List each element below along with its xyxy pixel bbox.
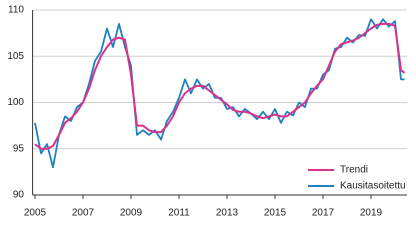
x-tick-label: 2013: [216, 208, 239, 219]
x-tick-label: 2019: [360, 208, 383, 219]
x-tick-label: 2011: [168, 208, 190, 219]
x-tick-label: 2007: [72, 208, 95, 219]
y-tick-label: 100: [7, 97, 24, 108]
y-tick-label: 95: [13, 143, 25, 154]
x-tick-label: 2017: [312, 208, 335, 219]
legend-label: Kausitasoitettu: [340, 181, 406, 192]
data-line: [34, 18, 405, 169]
chart: 90 95 100 105 110 2005 2007 2009 2011 2013 2015 201…: [7, 5, 407, 219]
y-tick-label: 90: [13, 190, 25, 201]
x-tick-label: 2015: [264, 208, 287, 219]
y-tick-label: 105: [7, 51, 24, 62]
y-tick-label: 110: [8, 5, 24, 16]
legend-label: Trendi: [340, 165, 368, 176]
data-line: [34, 22, 406, 150]
x-tick-label: 2009: [120, 208, 143, 219]
x-tick-label: 2005: [24, 208, 47, 219]
